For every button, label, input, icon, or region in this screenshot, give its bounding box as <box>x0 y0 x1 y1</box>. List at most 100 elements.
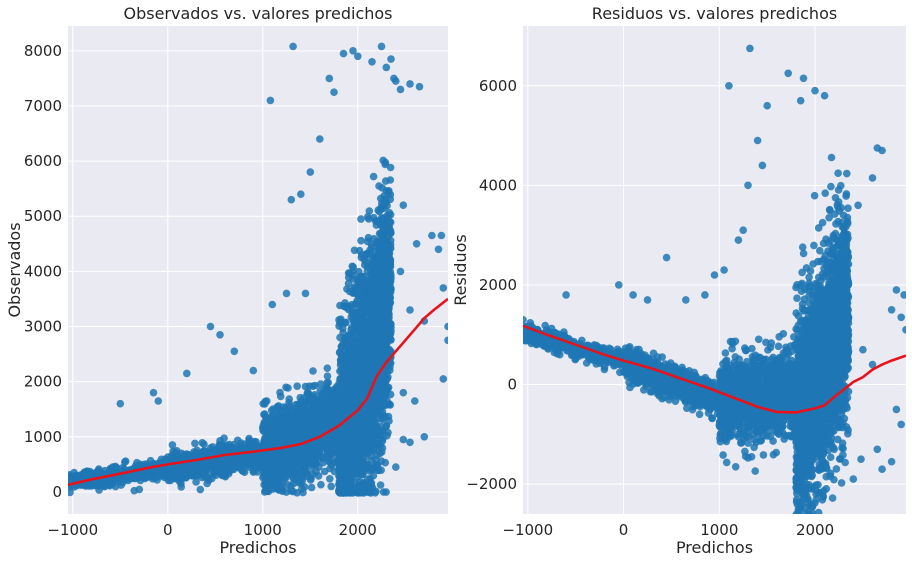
data-point <box>384 373 392 381</box>
data-point <box>198 439 207 447</box>
data-point <box>268 473 277 481</box>
data-point <box>274 468 283 477</box>
data-point <box>155 472 163 480</box>
x-tick-label: −1000 <box>47 521 98 539</box>
data-point <box>121 473 130 481</box>
x-tick-label: 0 <box>163 521 173 539</box>
y-tick-label: 4000 <box>24 262 62 280</box>
y-tick-label: 6000 <box>24 152 62 170</box>
data-point <box>182 450 191 458</box>
data-point <box>305 457 314 466</box>
data-point <box>294 431 303 439</box>
data-point <box>223 464 231 473</box>
data-point <box>294 448 303 457</box>
data-point <box>384 383 393 392</box>
data-point <box>112 463 121 472</box>
data-point <box>278 485 287 494</box>
data-point <box>310 445 319 454</box>
data-point <box>276 388 284 397</box>
data-point <box>357 215 365 223</box>
data-point <box>370 254 379 262</box>
data-point <box>251 458 260 467</box>
data-point <box>166 476 175 485</box>
y-tick-label: 3000 <box>24 318 62 336</box>
data-point <box>307 483 316 492</box>
data-point <box>184 461 192 470</box>
data-point <box>352 299 360 308</box>
data-point <box>312 467 320 476</box>
data-point <box>385 209 394 217</box>
data-point <box>130 486 138 495</box>
data-point <box>223 458 231 467</box>
y-tick-label: 8000 <box>24 42 62 60</box>
data-point <box>285 462 294 470</box>
x-tick-label: 1000 <box>244 521 282 539</box>
y-tick-label: 7000 <box>24 97 62 115</box>
data-point <box>219 470 227 478</box>
x-tick-label: 2000 <box>339 521 377 539</box>
data-point <box>246 442 255 451</box>
data-point <box>312 459 321 468</box>
y-tick-label: 2000 <box>24 373 62 391</box>
data-point <box>320 403 328 411</box>
data-point <box>274 402 283 410</box>
data-point <box>281 438 290 447</box>
data-point <box>177 483 185 491</box>
data-point <box>371 439 380 448</box>
data-point <box>385 188 393 197</box>
data-point <box>100 482 109 491</box>
data-point <box>285 395 294 403</box>
data-point <box>337 342 346 351</box>
data-point <box>164 453 172 461</box>
data-point <box>343 333 351 342</box>
data-point <box>298 477 307 485</box>
data-point <box>284 384 292 392</box>
data-point <box>298 485 306 493</box>
data-point <box>379 214 387 223</box>
data-point <box>87 482 96 490</box>
data-point <box>382 488 390 496</box>
data-point <box>261 477 269 486</box>
data-point <box>375 229 384 238</box>
data-point <box>274 455 283 464</box>
data-point <box>260 437 269 446</box>
data-point <box>343 285 351 293</box>
data-point <box>259 424 267 432</box>
data-point <box>326 401 335 409</box>
data-point <box>366 309 375 317</box>
data-point <box>260 457 268 465</box>
data-point <box>280 451 289 459</box>
data-point <box>290 469 299 478</box>
data-point <box>306 393 314 402</box>
y-tick-label: 5000 <box>24 207 62 225</box>
data-point <box>293 382 302 391</box>
data-point <box>357 236 365 245</box>
data-point <box>386 176 395 184</box>
data-point <box>168 441 177 449</box>
data-point <box>270 481 279 490</box>
data-point <box>312 399 321 408</box>
data-point <box>327 482 336 491</box>
data-point <box>289 487 298 496</box>
data-point <box>371 489 380 497</box>
data-point <box>172 450 181 459</box>
data-point <box>335 437 344 446</box>
data-point <box>305 382 314 391</box>
data-point <box>94 466 103 475</box>
panel-observados: −1000 0 1000 200001000200030004000500060007… <box>5 4 448 557</box>
data-point <box>286 402 294 411</box>
data-point <box>277 430 285 439</box>
data-point <box>290 453 298 462</box>
data-point <box>271 433 280 441</box>
data-point <box>300 453 308 462</box>
data-point <box>269 410 278 419</box>
data-point <box>350 246 359 255</box>
data-point <box>196 485 205 494</box>
data-point <box>238 467 247 475</box>
data-point <box>204 465 212 473</box>
data-point <box>262 487 271 495</box>
data-point <box>276 420 285 429</box>
data-point <box>372 456 380 464</box>
data-point <box>362 250 370 259</box>
